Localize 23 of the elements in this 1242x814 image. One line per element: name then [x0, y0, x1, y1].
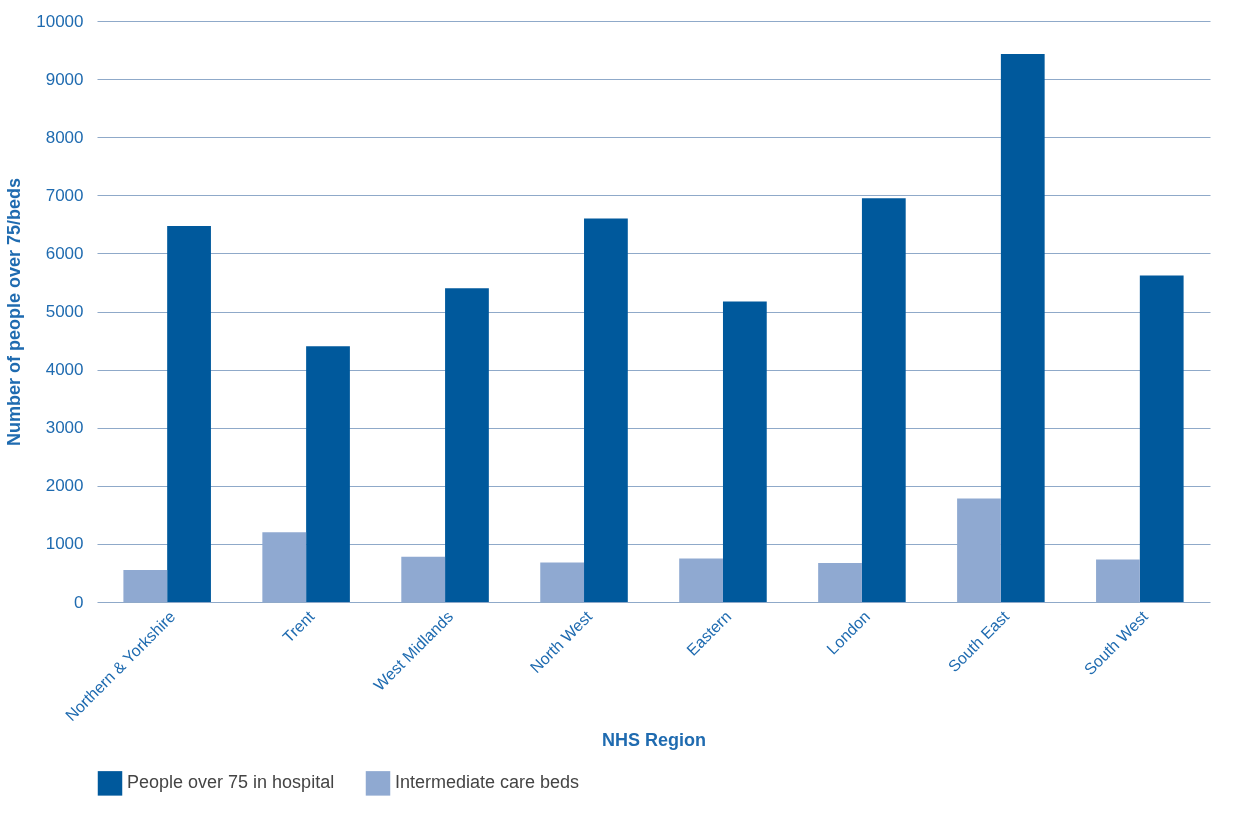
- y-tick-label: 6000: [45, 243, 84, 263]
- y-tick-label: 10000: [36, 11, 84, 31]
- bar: [167, 226, 211, 602]
- bar: [861, 198, 906, 602]
- legend-label: Intermediate care beds: [395, 772, 580, 793]
- y-tick-label: 4000: [45, 360, 84, 380]
- x-axis-title: NHS Region: [601, 730, 707, 751]
- y-tick-label: 2000: [45, 476, 84, 496]
- legend-label: People over 75 in hospital: [127, 772, 335, 793]
- y-tick-label: 9000: [45, 69, 84, 89]
- y-tick-label: 3000: [45, 418, 84, 438]
- y-tick-label: 8000: [45, 127, 84, 147]
- bar: [306, 346, 350, 602]
- bar: [584, 218, 628, 602]
- bar: [1139, 275, 1184, 602]
- y-tick-label: 7000: [45, 185, 84, 205]
- bar: [722, 301, 767, 602]
- y-tick-label: 0: [74, 592, 84, 612]
- y-axis-title: Number of people over 75/beds: [4, 177, 25, 447]
- bar: [1000, 54, 1045, 602]
- y-tick-label: 1000: [45, 534, 84, 554]
- y-tick-label: 5000: [45, 302, 84, 321]
- bar: [445, 288, 489, 602]
